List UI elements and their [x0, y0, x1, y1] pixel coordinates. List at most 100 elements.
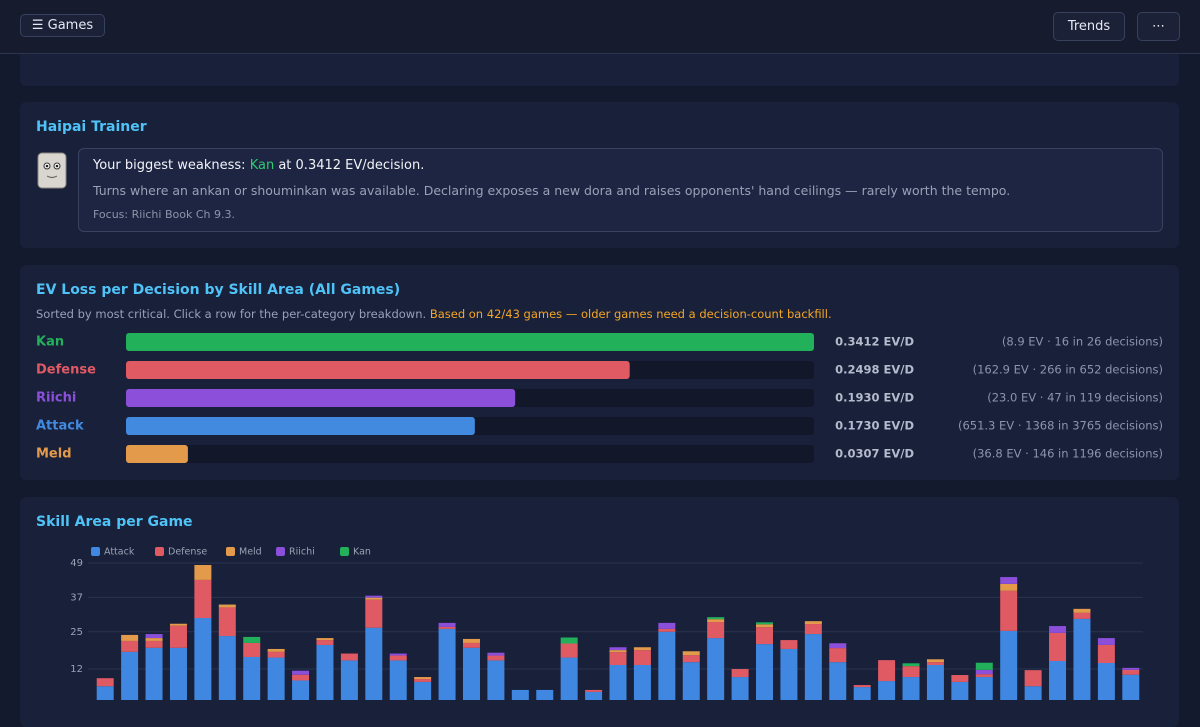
bar-segment	[853, 687, 871, 700]
legend-swatch	[276, 547, 285, 556]
games-menu-button[interactable]: ☰ Games	[20, 14, 105, 37]
bar-segment	[658, 628, 676, 632]
bar-segment	[1122, 667, 1140, 670]
bar-segment	[585, 689, 603, 692]
bar-segment	[707, 622, 725, 639]
skill-row[interactable]: Kan 0.3412 EV/D (8.9 EV · 16 in 26 decisio…	[36, 333, 1163, 351]
bar-segment	[462, 647, 480, 700]
detail-label: (651.3 EV · 1368 in 3765 decisions)	[958, 419, 1163, 433]
category-label: Riichi	[36, 391, 76, 406]
bar-segment	[585, 691, 603, 700]
legend-label: Riichi	[289, 547, 315, 558]
bar-segment	[780, 648, 798, 700]
trainer-bubble: Your biggest weakness: Kan at 0.3412 EV/…	[78, 148, 1163, 232]
bar	[126, 361, 630, 379]
bar-segment	[731, 669, 749, 678]
bar-segment	[414, 679, 432, 682]
bar-segment	[756, 622, 774, 625]
bar-segment	[218, 604, 236, 608]
bar-segment	[218, 636, 236, 700]
bar-segment	[96, 678, 114, 687]
bar-segment	[902, 663, 920, 667]
bar-segment	[975, 669, 993, 675]
bar-segment	[243, 642, 261, 657]
bar-segment	[878, 681, 896, 700]
bar-segment	[365, 597, 383, 600]
trends-button[interactable]: Trends	[1053, 12, 1125, 41]
bar-segment	[267, 648, 285, 652]
bar-segment	[756, 644, 774, 700]
bar-segment	[951, 675, 969, 682]
bar-segment	[609, 650, 627, 653]
bar-segment	[1000, 583, 1018, 591]
y-tick-label: 12	[70, 664, 83, 675]
bar-segment	[1049, 660, 1067, 700]
weakness-category: Kan	[249, 158, 275, 173]
y-tick-label: 37	[70, 592, 83, 603]
bar-segment	[707, 619, 725, 623]
bar-segment	[1122, 669, 1140, 675]
bar-segment	[926, 662, 944, 666]
bar-segment	[169, 625, 187, 648]
bar-segment	[780, 640, 798, 649]
bar-segment	[926, 659, 944, 663]
bar-segment	[682, 655, 700, 663]
value-label: 0.2498 EV/D	[835, 363, 914, 377]
bar-segment	[389, 653, 407, 656]
bar-segment	[829, 648, 847, 663]
bar-segment	[292, 670, 310, 675]
skill-row[interactable]: Defense 0.2498 EV/D (162.9 EV · 266 in 652…	[36, 361, 1163, 379]
skill-row[interactable]: Attack 0.1730 EV/D (651.3 EV · 1368 in 376…	[36, 417, 1163, 435]
bar-segment	[438, 626, 456, 629]
legend-swatch	[340, 547, 349, 556]
bar-segment	[414, 681, 432, 700]
bar-segment	[414, 677, 432, 680]
skill-row[interactable]: Riichi 0.1930 EV/D (23.0 EV · 47 in 119 de…	[36, 389, 1163, 407]
bar-segment	[194, 618, 212, 700]
bar-segment	[292, 674, 310, 681]
bar-segment	[145, 638, 163, 641]
bar-segment	[1097, 662, 1115, 700]
backfill-note: Based on 42/43 games — older games need …	[429, 307, 832, 321]
bar-segment	[804, 621, 822, 625]
bar-segment	[658, 631, 676, 700]
bar-segment	[145, 647, 163, 700]
bar-segment	[267, 651, 285, 658]
bar-segment	[1122, 674, 1140, 700]
bar-segment	[1024, 686, 1042, 700]
bar-segment	[560, 657, 578, 700]
bar-segment	[731, 677, 749, 700]
bar-segment	[121, 634, 139, 641]
legend-swatch	[91, 547, 100, 556]
bar-segment	[511, 689, 529, 700]
bar-segment	[1049, 626, 1067, 633]
bar-segment	[487, 660, 505, 700]
bar-segment	[609, 647, 627, 651]
bar-segment	[609, 652, 627, 666]
bar-segment	[316, 640, 334, 645]
legend-swatch	[226, 547, 235, 556]
skill-row[interactable]: Meld 0.0307 EV/D (36.8 EV · 146 in 1196 de…	[36, 445, 1163, 463]
weakness-description: Turns where an ankan or shouminkan was a…	[93, 183, 1011, 198]
bar-segment	[560, 643, 578, 658]
bar-segment	[194, 579, 212, 619]
bar-segment	[829, 662, 847, 700]
top-bar: ☰ Games Trends ⋯	[0, 0, 1200, 54]
bar-segment	[365, 627, 383, 700]
bar-segment	[1024, 670, 1042, 687]
bar-segment	[462, 638, 480, 643]
bar-segment	[682, 651, 700, 656]
bar-segment	[365, 595, 383, 598]
more-button[interactable]: ⋯	[1137, 12, 1180, 41]
bar-segment	[487, 652, 505, 656]
weakness-suffix: at 0.3412 EV/decision.	[278, 158, 425, 173]
bar-segment	[389, 660, 407, 700]
card-title: Skill Area per Game	[36, 514, 193, 530]
legend-label: Kan	[353, 547, 371, 558]
bar-segment	[633, 647, 651, 651]
bar-segment	[707, 638, 725, 700]
y-tick-label: 25	[70, 627, 83, 638]
bar-segment	[804, 624, 822, 635]
bar-segment	[682, 662, 700, 700]
